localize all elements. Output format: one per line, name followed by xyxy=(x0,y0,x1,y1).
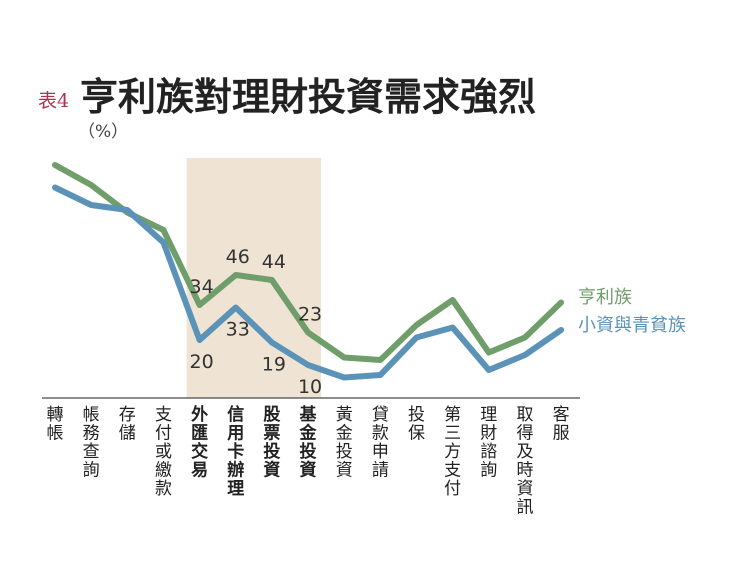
x-tick-label: 信用卡辦理 xyxy=(227,404,244,499)
x-tick-label: 投保 xyxy=(408,405,425,444)
data-label: 23 xyxy=(298,304,322,326)
data-label: 33 xyxy=(226,319,250,341)
x-tick-label: 外匯交易 xyxy=(191,404,208,481)
x-tick-label: 轉帳 xyxy=(47,405,64,444)
x-tick-label: 股票投資 xyxy=(263,405,280,481)
x-tick-label: 存儲 xyxy=(119,405,136,444)
legend-label: 亨利族 xyxy=(578,287,632,308)
data-label: 34 xyxy=(190,276,214,298)
data-label: 20 xyxy=(190,351,214,373)
x-tick-label: 客服 xyxy=(553,405,570,444)
legend-label: 小資與青貧族 xyxy=(578,315,686,336)
data-label: 44 xyxy=(262,251,286,273)
x-tick-label: 取得及時資訊 xyxy=(516,405,533,518)
x-tick-label: 貸款申請 xyxy=(372,405,389,481)
chart-unit: （%） xyxy=(78,122,128,142)
data-label: 19 xyxy=(262,354,286,376)
x-tick-label: 理財諮詢 xyxy=(480,405,497,481)
chart-label-prefix: 表4 xyxy=(38,90,69,112)
x-tick-label: 第三方支付 xyxy=(444,405,461,499)
x-tick-label: 黃金投資 xyxy=(336,405,353,481)
x-tick-label: 基金投資 xyxy=(299,404,318,481)
data-label: 10 xyxy=(298,376,322,398)
x-tick-label: 帳務查詢 xyxy=(83,405,100,481)
chart-title: 亨利族對理財投資需求強烈 xyxy=(80,74,536,119)
x-tick-label: 支付或繳款 xyxy=(155,405,172,499)
data-label: 46 xyxy=(226,246,250,268)
